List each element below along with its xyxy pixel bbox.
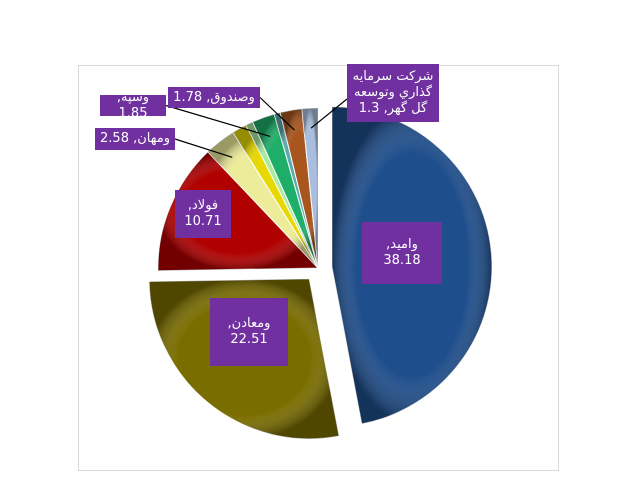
data-label: وامید, 38.18 xyxy=(362,222,442,284)
data-label: فولاد, 10.71 xyxy=(175,190,231,238)
leader-line xyxy=(259,97,295,131)
leader-line xyxy=(310,98,348,129)
leader-line xyxy=(174,138,233,158)
data-label: ومعادن, 22.51 xyxy=(210,298,288,366)
plot-border xyxy=(78,65,559,471)
leader-line xyxy=(165,104,271,137)
data-label: وسپه, 1.85 xyxy=(100,90,166,121)
data-label: شرکت سرمایه گذاري وتوسعه گل گهر, 1.3 xyxy=(347,64,439,122)
data-label: وصندوق, 1.78 xyxy=(168,87,260,108)
data-label: ومهان, 2.58 xyxy=(95,128,175,150)
